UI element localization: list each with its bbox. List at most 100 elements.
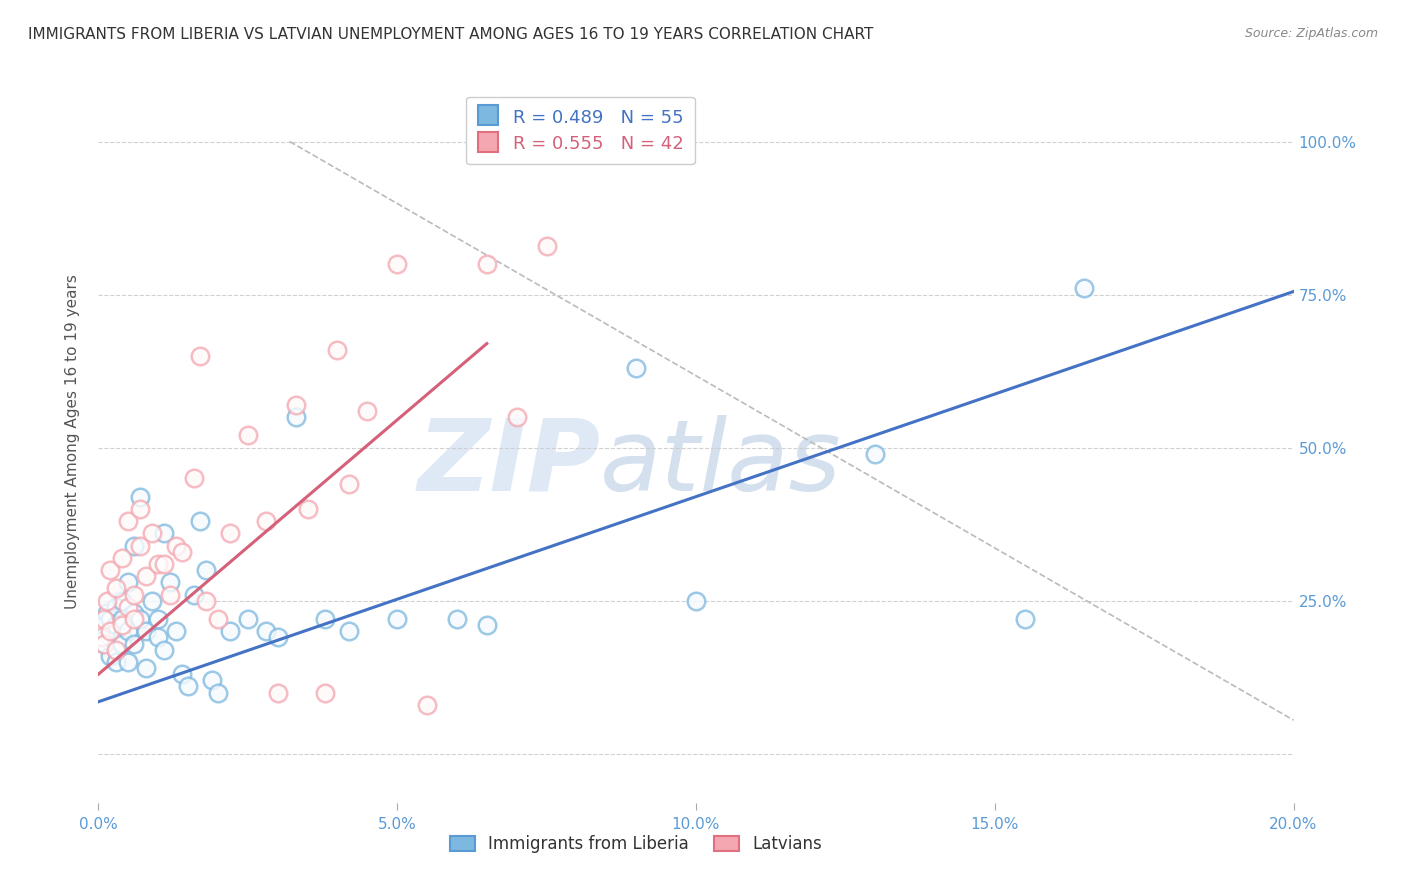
Point bbox=[356, 404, 378, 418]
Point bbox=[98, 563, 122, 577]
Text: ZIP: ZIP bbox=[418, 415, 600, 512]
Point bbox=[183, 471, 205, 485]
Point bbox=[111, 612, 134, 626]
Point bbox=[93, 637, 115, 651]
Point bbox=[111, 593, 134, 607]
Point bbox=[188, 514, 211, 528]
Point bbox=[385, 257, 409, 271]
Point bbox=[159, 575, 181, 590]
Point bbox=[98, 648, 122, 663]
Point bbox=[172, 545, 194, 559]
Point bbox=[93, 618, 115, 632]
Point bbox=[90, 631, 112, 645]
Point bbox=[90, 631, 112, 645]
Point bbox=[129, 490, 152, 504]
Point bbox=[117, 655, 139, 669]
Point bbox=[111, 550, 134, 565]
Point bbox=[148, 557, 170, 571]
Text: Source: ZipAtlas.com: Source: ZipAtlas.com bbox=[1244, 27, 1378, 40]
Point bbox=[254, 624, 277, 639]
Point bbox=[315, 612, 337, 626]
Point bbox=[188, 349, 211, 363]
Point bbox=[506, 410, 529, 425]
Point bbox=[117, 655, 139, 669]
Point bbox=[117, 624, 139, 639]
Point bbox=[148, 612, 170, 626]
Point bbox=[236, 612, 259, 626]
Point bbox=[117, 624, 139, 639]
Point bbox=[129, 539, 152, 553]
Point bbox=[129, 612, 152, 626]
Point bbox=[207, 685, 229, 699]
Point bbox=[326, 343, 349, 357]
Point bbox=[135, 624, 157, 639]
Point bbox=[148, 631, 170, 645]
Point bbox=[177, 680, 200, 694]
Point bbox=[129, 490, 152, 504]
Point bbox=[475, 618, 498, 632]
Point bbox=[124, 612, 146, 626]
Point bbox=[201, 673, 224, 688]
Point bbox=[446, 612, 468, 626]
Point bbox=[297, 502, 319, 516]
Point bbox=[385, 612, 409, 626]
Point bbox=[148, 631, 170, 645]
Point bbox=[129, 539, 152, 553]
Point bbox=[148, 557, 170, 571]
Point bbox=[124, 612, 146, 626]
Point bbox=[96, 606, 118, 620]
Point bbox=[865, 447, 887, 461]
Point bbox=[93, 637, 115, 651]
Point bbox=[124, 539, 146, 553]
Point bbox=[685, 593, 707, 607]
Point bbox=[124, 606, 146, 620]
Point bbox=[105, 642, 128, 657]
Point bbox=[135, 661, 157, 675]
Text: atlas: atlas bbox=[600, 415, 842, 512]
Point bbox=[93, 612, 115, 626]
Point bbox=[117, 514, 139, 528]
Point bbox=[141, 526, 163, 541]
Point bbox=[98, 563, 122, 577]
Point bbox=[153, 526, 176, 541]
Point bbox=[188, 514, 211, 528]
Point bbox=[117, 575, 139, 590]
Point bbox=[254, 514, 277, 528]
Point bbox=[98, 631, 122, 645]
Point bbox=[93, 612, 115, 626]
Point bbox=[1073, 281, 1095, 295]
Point bbox=[98, 612, 122, 626]
Point bbox=[284, 398, 307, 412]
Point bbox=[105, 642, 128, 657]
Point bbox=[96, 593, 118, 607]
Point bbox=[165, 624, 187, 639]
Point bbox=[141, 593, 163, 607]
Point bbox=[124, 637, 146, 651]
Point bbox=[446, 612, 468, 626]
Point bbox=[475, 257, 498, 271]
Point bbox=[117, 575, 139, 590]
Point bbox=[111, 631, 134, 645]
Point bbox=[385, 257, 409, 271]
Point bbox=[356, 404, 378, 418]
Point bbox=[98, 624, 122, 639]
Point bbox=[98, 648, 122, 663]
Point bbox=[105, 599, 128, 614]
Point bbox=[90, 624, 112, 639]
Point bbox=[105, 582, 128, 596]
Point bbox=[153, 557, 176, 571]
Point bbox=[124, 588, 146, 602]
Y-axis label: Unemployment Among Ages 16 to 19 years: Unemployment Among Ages 16 to 19 years bbox=[65, 274, 80, 609]
Point bbox=[1014, 612, 1036, 626]
Point bbox=[172, 545, 194, 559]
Point bbox=[267, 631, 290, 645]
Point bbox=[236, 428, 259, 442]
Point bbox=[339, 624, 361, 639]
Point bbox=[105, 599, 128, 614]
Point bbox=[506, 410, 529, 425]
Point bbox=[165, 539, 187, 553]
Point bbox=[536, 238, 558, 252]
Point bbox=[135, 661, 157, 675]
Point bbox=[159, 588, 181, 602]
Point bbox=[105, 642, 128, 657]
